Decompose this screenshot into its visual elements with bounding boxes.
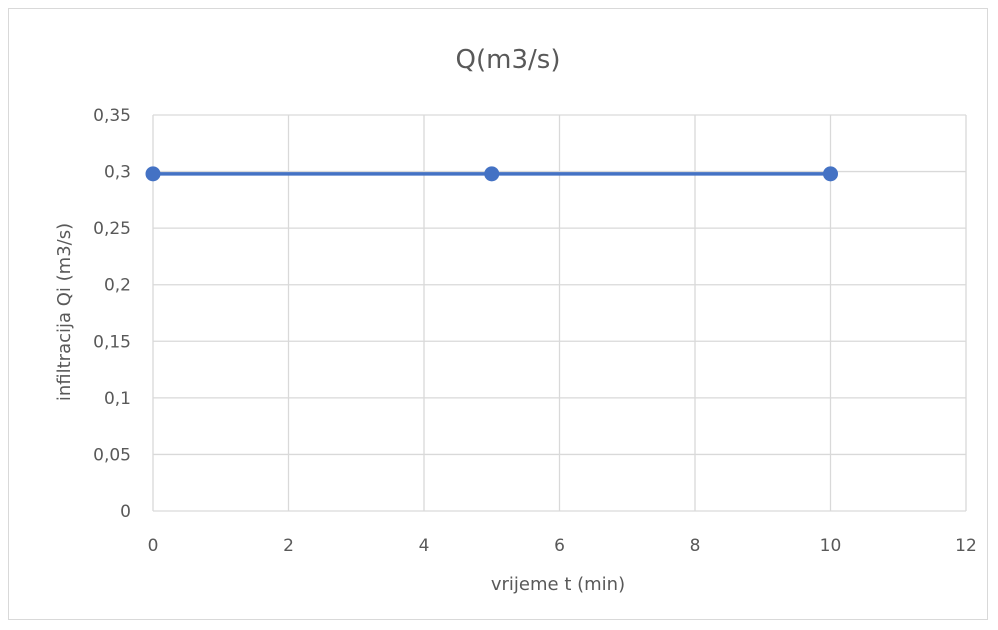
data-point <box>823 166 838 182</box>
x-tick-label: 2 <box>283 536 294 556</box>
y-tick-label: 0,1 <box>104 389 131 409</box>
x-tick-label: 6 <box>554 536 565 556</box>
chart-frame <box>8 8 988 620</box>
y-tick-label: 0,25 <box>93 219 131 239</box>
x-tick-label: 12 <box>955 536 977 556</box>
chart-title: Q(m3/s) <box>456 45 561 75</box>
data-point <box>145 166 161 182</box>
y-tick-label: 0,15 <box>93 332 131 352</box>
y-axis-label: infiltracija Qi (m3/s) <box>54 223 75 401</box>
x-axis-ticks: 0 2 4 6 8 10 12 <box>148 536 977 556</box>
data-point <box>484 166 500 182</box>
y-tick-label: 0,05 <box>93 445 131 465</box>
series-layer <box>145 166 838 182</box>
x-tick-label: 4 <box>419 536 430 556</box>
x-tick-label: 10 <box>820 536 842 556</box>
y-axis-ticks: 0 0,05 0,1 0,15 0,2 0,25 0,3 0,35 <box>93 106 131 522</box>
y-tick-label: 0,2 <box>104 276 131 296</box>
x-tick-label: 0 <box>148 536 159 556</box>
y-tick-label: 0,3 <box>104 163 131 183</box>
x-tick-label: 8 <box>690 536 701 556</box>
y-tick-label: 0,35 <box>93 106 131 126</box>
y-tick-label: 0 <box>120 502 131 522</box>
x-axis-label: vrijeme t (min) <box>491 574 625 595</box>
